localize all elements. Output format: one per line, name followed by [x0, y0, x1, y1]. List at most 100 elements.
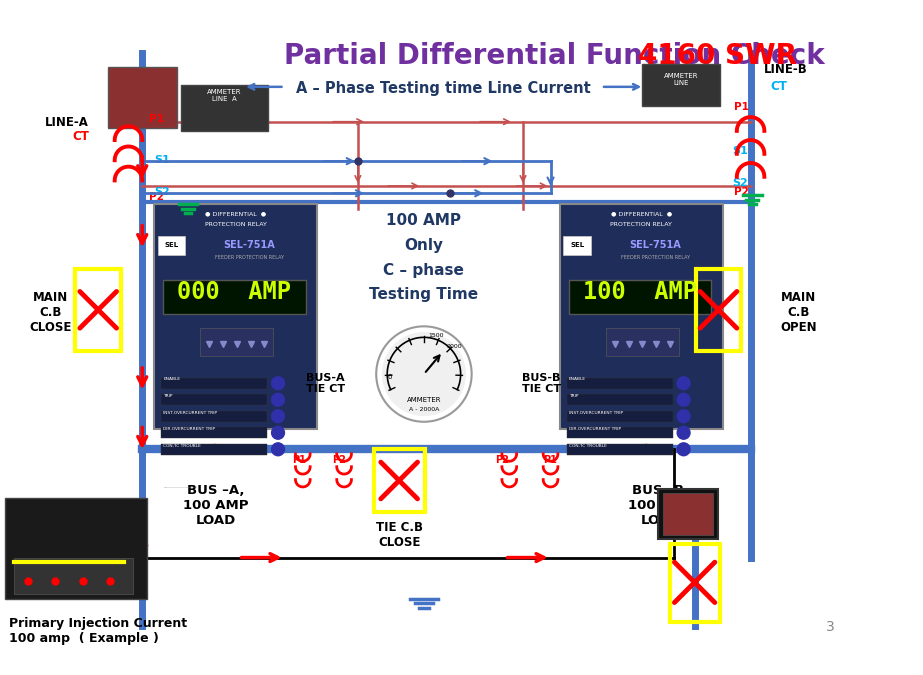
- Text: S1: S1: [732, 146, 748, 156]
- Text: ENABLE: ENABLE: [163, 377, 181, 381]
- Text: P1: P1: [544, 455, 557, 465]
- Circle shape: [271, 410, 284, 423]
- Text: A – Phase Testing time Line Current: A – Phase Testing time Line Current: [296, 81, 591, 97]
- Text: PROTECTION RELAY: PROTECTION RELAY: [205, 222, 267, 227]
- Text: 46-PK-TC TROUBLE: 46-PK-TC TROUBLE: [163, 460, 204, 464]
- Text: SEL-751A: SEL-751A: [629, 240, 681, 250]
- Bar: [605, 328, 679, 356]
- Text: P2: P2: [496, 455, 509, 465]
- Text: LINE-A: LINE-A: [45, 116, 89, 130]
- Circle shape: [271, 443, 284, 456]
- Text: A - 2000A: A - 2000A: [409, 407, 439, 412]
- Bar: [162, 443, 267, 455]
- Bar: [108, 67, 177, 128]
- Text: P2: P2: [332, 455, 346, 465]
- Bar: [658, 489, 717, 539]
- Bar: [200, 328, 273, 356]
- Circle shape: [677, 443, 690, 456]
- Text: ● DIFFERENTIAL  ●: ● DIFFERENTIAL ●: [611, 211, 672, 216]
- Text: 3: 3: [826, 620, 835, 634]
- Text: PROTECTION RELAY: PROTECTION RELAY: [610, 222, 672, 227]
- Text: TIE C.B
CLOSE: TIE C.B CLOSE: [376, 521, 423, 549]
- Bar: [14, 558, 133, 594]
- Text: CT: CT: [72, 130, 89, 143]
- Bar: [154, 205, 318, 429]
- Bar: [567, 394, 673, 405]
- Text: AMMETER
LINE  A: AMMETER LINE A: [207, 88, 241, 102]
- Text: FEEDER PROTECTION RELAY: FEEDER PROTECTION RELAY: [620, 255, 689, 261]
- Circle shape: [383, 333, 465, 415]
- Text: DIR.OVERCURRENT TRIP: DIR.OVERCURRENT TRIP: [569, 427, 621, 431]
- Text: BUS –B,
100 AMP
LOAD: BUS –B, 100 AMP LOAD: [628, 484, 693, 527]
- Bar: [162, 394, 267, 405]
- Text: S2: S2: [732, 178, 748, 188]
- Text: 2000: 2000: [447, 344, 462, 350]
- Text: ________________: ________________: [163, 484, 198, 488]
- Text: INST.OVERCURRENT TRIP: INST.OVERCURRENT TRIP: [569, 410, 623, 414]
- Text: ENABLE: ENABLE: [569, 377, 586, 381]
- Circle shape: [677, 394, 690, 406]
- Bar: [162, 411, 267, 422]
- Text: TRIP: TRIP: [569, 394, 579, 398]
- Text: P1: P1: [149, 113, 163, 124]
- Circle shape: [271, 427, 284, 439]
- Text: MAIN
C.B
OPEN: MAIN C.B OPEN: [780, 292, 817, 335]
- Text: 100  AMP: 100 AMP: [582, 280, 697, 304]
- Text: 46-PK-TC TROUBLE: 46-PK-TC TROUBLE: [569, 460, 609, 464]
- Text: S1: S1: [154, 155, 170, 165]
- Text: 100 AMP
Only
C – phase
Testing Time: 100 AMP Only C – phase Testing Time: [369, 213, 478, 302]
- Bar: [670, 544, 720, 622]
- Text: SEL-751A: SEL-751A: [223, 240, 275, 250]
- Text: CON-TC TROUBLE: CON-TC TROUBLE: [163, 443, 201, 448]
- Text: ● DIFFERENTIAL  ●: ● DIFFERENTIAL ●: [205, 211, 267, 216]
- Bar: [696, 269, 741, 351]
- Bar: [663, 493, 713, 535]
- FancyBboxPatch shape: [642, 64, 720, 106]
- Text: FEEDER PROTECTION RELAY: FEEDER PROTECTION RELAY: [215, 255, 284, 261]
- Text: SEL: SEL: [164, 242, 179, 248]
- Bar: [563, 236, 591, 254]
- Text: 000  AMP: 000 AMP: [177, 280, 291, 304]
- Bar: [162, 427, 267, 438]
- Circle shape: [677, 410, 690, 423]
- Bar: [375, 450, 425, 512]
- Text: AMMETER: AMMETER: [407, 397, 441, 402]
- Circle shape: [271, 394, 284, 406]
- Text: CT: CT: [771, 80, 787, 92]
- Circle shape: [377, 326, 472, 422]
- Circle shape: [271, 377, 284, 389]
- Circle shape: [677, 427, 690, 439]
- Text: Partial Differential Function Check: Partial Differential Function Check: [284, 42, 834, 70]
- Text: LINE-B: LINE-B: [763, 63, 808, 76]
- Text: Primary Injection Current
100 amp  ( Example ): Primary Injection Current 100 amp ( Exam…: [9, 617, 187, 645]
- Bar: [76, 269, 121, 351]
- Bar: [162, 378, 267, 389]
- Text: P2: P2: [734, 187, 749, 197]
- Text: P1: P1: [734, 102, 749, 112]
- Text: P1: P1: [292, 455, 306, 465]
- Text: CON-TC TROUBLE: CON-TC TROUBLE: [569, 443, 606, 448]
- FancyBboxPatch shape: [181, 85, 268, 131]
- Circle shape: [677, 377, 690, 389]
- Text: DIR.OVERCURRENT TRIP: DIR.OVERCURRENT TRIP: [163, 427, 215, 431]
- Bar: [5, 498, 147, 599]
- Text: SEL: SEL: [570, 242, 584, 248]
- Text: BUS-B
TIE CT: BUS-B TIE CT: [521, 373, 561, 394]
- Text: 1500: 1500: [428, 333, 444, 338]
- Text: AMMETER
LINE: AMMETER LINE: [664, 73, 698, 86]
- Text: 4160 SWR: 4160 SWR: [638, 42, 797, 70]
- Bar: [559, 205, 723, 429]
- Text: BUS –A,
100 AMP
LOAD: BUS –A, 100 AMP LOAD: [183, 484, 248, 527]
- Bar: [158, 236, 186, 254]
- Bar: [567, 378, 673, 389]
- Bar: [569, 279, 711, 315]
- Bar: [567, 411, 673, 422]
- Text: MAIN
C.B
CLOSE: MAIN C.B CLOSE: [30, 292, 72, 335]
- Text: INST.OVERCURRENT TRIP: INST.OVERCURRENT TRIP: [163, 410, 218, 414]
- Text: BUS-A
TIE CT: BUS-A TIE CT: [306, 373, 345, 394]
- Bar: [142, 202, 750, 450]
- Bar: [567, 427, 673, 438]
- Bar: [567, 443, 673, 455]
- Text: P2: P2: [149, 192, 163, 202]
- Text: 0: 0: [388, 374, 391, 379]
